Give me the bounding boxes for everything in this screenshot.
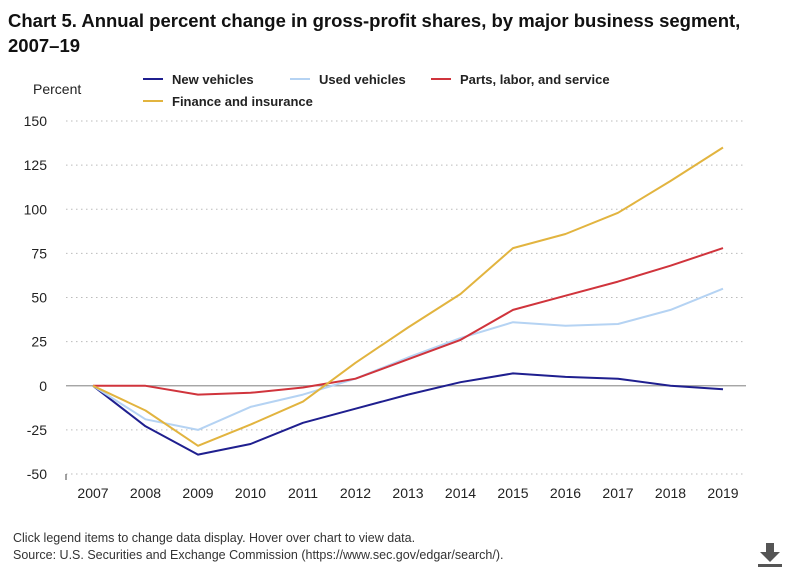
x-tick-label: 2009 bbox=[182, 485, 213, 501]
y-axis-label: Percent bbox=[33, 81, 81, 97]
x-tick-label: 2017 bbox=[602, 485, 633, 501]
y-tick-label: 150 bbox=[24, 113, 48, 129]
legend-label: Parts, labor, and service bbox=[460, 72, 610, 87]
legend-label: New vehicles bbox=[172, 72, 254, 87]
x-tick-label: 2011 bbox=[288, 485, 318, 501]
x-tick-label: 2016 bbox=[550, 485, 581, 501]
legend-item[interactable]: Parts, labor, and service bbox=[431, 72, 610, 87]
x-axis-ticks: 2007 2008 2009 2010 2011 2012 2013 2014 2015 2016… bbox=[77, 485, 738, 501]
x-tick-label: 2013 bbox=[392, 485, 423, 501]
interaction-note: Click legend items to change data displa… bbox=[13, 531, 415, 545]
line-chart[interactable]: Percent New vehicles Used vehicles Parts, … bbox=[0, 0, 800, 530]
series-lines[interactable] bbox=[93, 148, 723, 455]
source-note: Source: U.S. Securities and Exchange Com… bbox=[13, 548, 504, 562]
gridlines bbox=[66, 121, 746, 474]
y-tick-label: 75 bbox=[31, 245, 47, 261]
y-tick-label: 0 bbox=[39, 378, 47, 394]
x-tick-label: 2010 bbox=[235, 485, 266, 501]
legend-label: Finance and insurance bbox=[172, 94, 313, 109]
y-tick-label: 50 bbox=[31, 290, 47, 306]
legend: New vehicles Used vehicles Parts, labor, a… bbox=[143, 72, 610, 109]
x-tick-label: 2019 bbox=[707, 485, 738, 501]
legend-label: Used vehicles bbox=[319, 72, 406, 87]
y-tick-label: 25 bbox=[31, 334, 47, 350]
x-tick-label: 2014 bbox=[445, 485, 476, 501]
legend-item[interactable]: New vehicles bbox=[143, 72, 254, 87]
x-tick-label: 2015 bbox=[497, 485, 528, 501]
y-tick-label: -25 bbox=[27, 422, 47, 438]
series-line-finance-and-insurance[interactable] bbox=[93, 148, 723, 446]
y-tick-label: 125 bbox=[24, 157, 48, 173]
y-tick-label: -50 bbox=[27, 466, 47, 482]
y-axis-ticks: 150 125 100 75 50 25 0 -25 -50 bbox=[24, 113, 48, 482]
x-tick-label: 2018 bbox=[655, 485, 686, 501]
x-tick-label: 2012 bbox=[340, 485, 371, 501]
legend-item[interactable]: Finance and insurance bbox=[143, 94, 313, 109]
x-tick-label: 2007 bbox=[77, 485, 108, 501]
legend-item[interactable]: Used vehicles bbox=[290, 72, 406, 87]
download-icon[interactable] bbox=[755, 540, 785, 570]
x-tick-label: 2008 bbox=[130, 485, 161, 501]
y-tick-label: 100 bbox=[24, 201, 48, 217]
